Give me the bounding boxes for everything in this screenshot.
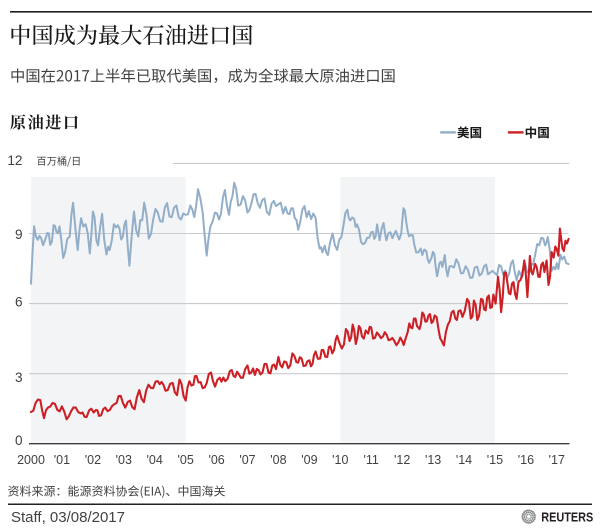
svg-text:'14: '14 — [456, 453, 472, 467]
svg-text:9: 9 — [15, 227, 23, 242]
svg-text:'02: '02 — [85, 453, 101, 467]
svg-text:'01: '01 — [54, 453, 70, 467]
svg-text:'07: '07 — [239, 453, 255, 467]
svg-text:'04: '04 — [147, 453, 163, 467]
svg-text:0: 0 — [15, 433, 23, 448]
svg-text:'05: '05 — [178, 453, 194, 467]
svg-text:2000: 2000 — [17, 453, 45, 467]
svg-text:REUTERS: REUTERS — [541, 509, 593, 524]
svg-text:Staff, 03/08/2017: Staff, 03/08/2017 — [11, 509, 125, 526]
svg-text:'09: '09 — [301, 453, 317, 467]
svg-text:'17: '17 — [549, 453, 565, 467]
svg-text:'13: '13 — [425, 453, 441, 467]
svg-text:'12: '12 — [394, 453, 410, 467]
svg-text:'15: '15 — [487, 453, 503, 467]
svg-text:'11: '11 — [364, 453, 379, 467]
svg-text:'03: '03 — [116, 453, 132, 467]
svg-text:3: 3 — [15, 370, 23, 385]
svg-text:'06: '06 — [208, 453, 224, 467]
svg-text:'08: '08 — [270, 453, 286, 467]
svg-text:6: 6 — [15, 294, 23, 309]
svg-text:'10: '10 — [332, 453, 348, 467]
svg-text:'16: '16 — [518, 453, 534, 467]
svg-text:12: 12 — [7, 153, 22, 168]
